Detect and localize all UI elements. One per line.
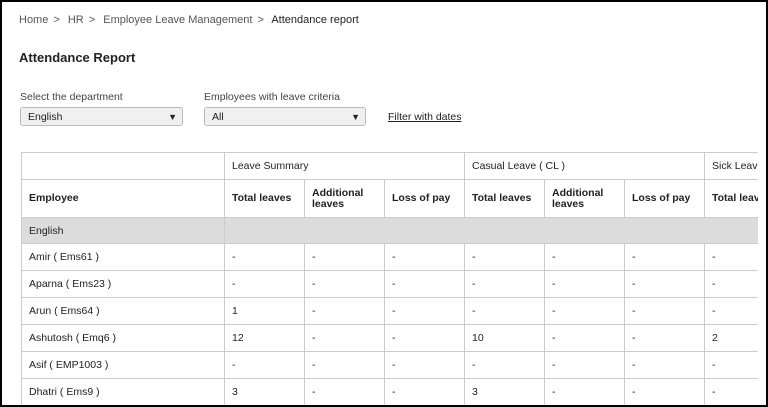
- filter-dates-link[interactable]: Filter with dates: [388, 111, 462, 123]
- crumb-link[interactable]: Employee Leave Management: [103, 14, 253, 26]
- column-header: Additional leaves: [304, 179, 385, 218]
- employee-name: Aparna ( Ems23 ): [21, 270, 225, 298]
- leave-cell: 3: [464, 378, 545, 405]
- leave-cell: -: [624, 243, 705, 271]
- department-select[interactable]: English ▼: [20, 107, 183, 126]
- leave-cell: -: [304, 351, 385, 379]
- breadcrumb: Home > HR > Employee Leave Management > Att…: [19, 14, 364, 26]
- leave-cell: -: [544, 297, 625, 325]
- leave-cell: -: [224, 351, 305, 379]
- crumb-link[interactable]: HR: [67, 14, 84, 26]
- column-header: Total leaves: [224, 179, 305, 218]
- crumb-sep: >: [257, 14, 264, 26]
- leave-cell: -: [624, 324, 705, 352]
- column-header: Total leaves: [704, 179, 758, 218]
- leave-cell: -: [224, 270, 305, 298]
- group-header: Leave Summary: [224, 152, 465, 180]
- leave-cell: 2: [704, 324, 758, 352]
- leave-cell: -: [624, 351, 705, 379]
- leave-cell: -: [304, 297, 385, 325]
- group-header-row: Leave Summary Casual Leave ( CL ) Sick Lea…: [21, 152, 758, 180]
- leave-cell: -: [384, 243, 465, 271]
- column-header: Additional leaves: [544, 179, 625, 218]
- group-header: Casual Leave ( CL ): [464, 152, 705, 180]
- leave-cell: 1: [224, 297, 305, 325]
- page-title: Attendance Report: [19, 50, 136, 65]
- leave-cell: -: [704, 378, 758, 405]
- employee-name: Amir ( Ems61 ): [21, 243, 225, 271]
- leave-cell: -: [704, 243, 758, 271]
- leave-cell: -: [384, 270, 465, 298]
- select-arrow: ▼: [168, 112, 177, 122]
- employee-row: Arun ( Ems64 ) 1- - - - - -: [21, 297, 758, 325]
- crumb-sep: >: [53, 14, 60, 26]
- crumb-link[interactable]: Home: [19, 14, 49, 26]
- employee-row: Asif ( EMP1003 ) - - - - - - -: [21, 351, 758, 379]
- leave-cell: -: [704, 270, 758, 298]
- column-header: Loss of pay: [624, 179, 705, 218]
- leave-cell: -: [464, 351, 545, 379]
- leave-cell: -: [624, 270, 705, 298]
- attendance-table: Leave Summary Casual Leave ( CL ) Sick Lea…: [21, 152, 758, 405]
- leave-cell: -: [464, 297, 545, 325]
- leave-cell: -: [624, 297, 705, 325]
- filter-label: Select the department: [20, 91, 123, 103]
- leave-cell: -: [224, 243, 305, 271]
- leave-cell: -: [304, 324, 385, 352]
- employee-row: Dhatri ( Ems9 ) 3- -3- - -: [21, 378, 758, 405]
- leave-cell: -: [304, 270, 385, 298]
- leave-cell: -: [304, 378, 385, 405]
- leave-cell: -: [544, 351, 625, 379]
- group-header: Sick Leave: [704, 152, 758, 180]
- column-header-row: Employee Total leaves Additional leaves Los…: [21, 179, 758, 218]
- leave-cell: 3: [224, 378, 305, 405]
- leave-cell: -: [544, 324, 625, 352]
- select-arrow: ▼: [351, 112, 360, 122]
- employee-row: Ashutosh ( Emq6 ) 12- -10- -2: [21, 324, 758, 352]
- leave-cell: -: [464, 270, 545, 298]
- header-cell: [21, 152, 225, 180]
- leave-cell: -: [384, 378, 465, 405]
- section-row: English: [21, 217, 758, 244]
- employee-name: Dhatri ( Ems9 ): [21, 378, 225, 405]
- leave-cell: 12: [224, 324, 305, 352]
- leave-cell: -: [544, 270, 625, 298]
- leave-cell: 10: [464, 324, 545, 352]
- crumb-sep: >: [88, 14, 96, 26]
- select-value: English: [28, 111, 63, 123]
- leave-cell: -: [384, 324, 465, 352]
- employee-row: Amir ( Ems61 ) - - - - - - -: [21, 243, 758, 271]
- column-header: Employee: [21, 179, 225, 218]
- leave-cell: -: [544, 243, 625, 271]
- column-header: Total leaves: [464, 179, 545, 218]
- crumb-current: Attendance report: [271, 14, 359, 26]
- leave-cell: -: [624, 378, 705, 405]
- leave-cell: -: [464, 243, 545, 271]
- employee-row: Aparna ( Ems23 ) - - - - - - -: [21, 270, 758, 298]
- leave-cell: -: [304, 243, 385, 271]
- leave-cell: -: [704, 351, 758, 379]
- employee-name: Ashutosh ( Emq6 ): [21, 324, 225, 352]
- employee-name: Arun ( Ems64 ): [21, 297, 225, 325]
- section-label: English: [21, 217, 225, 244]
- leave-cell: -: [544, 378, 625, 405]
- column-header: Loss of pay: [384, 179, 465, 218]
- criteria-select[interactable]: All ▼: [204, 107, 366, 126]
- select-value: All: [212, 111, 224, 123]
- employee-name: Asif ( EMP1003 ): [21, 351, 225, 379]
- leave-cell: -: [384, 297, 465, 325]
- leave-cell: -: [704, 297, 758, 325]
- filter-label: Employees with leave criteria: [204, 91, 340, 103]
- section-fill: [224, 217, 758, 244]
- leave-cell: -: [384, 351, 465, 379]
- table-wrap: Leave Summary Casual Leave ( CL ) Sick Lea…: [21, 152, 758, 405]
